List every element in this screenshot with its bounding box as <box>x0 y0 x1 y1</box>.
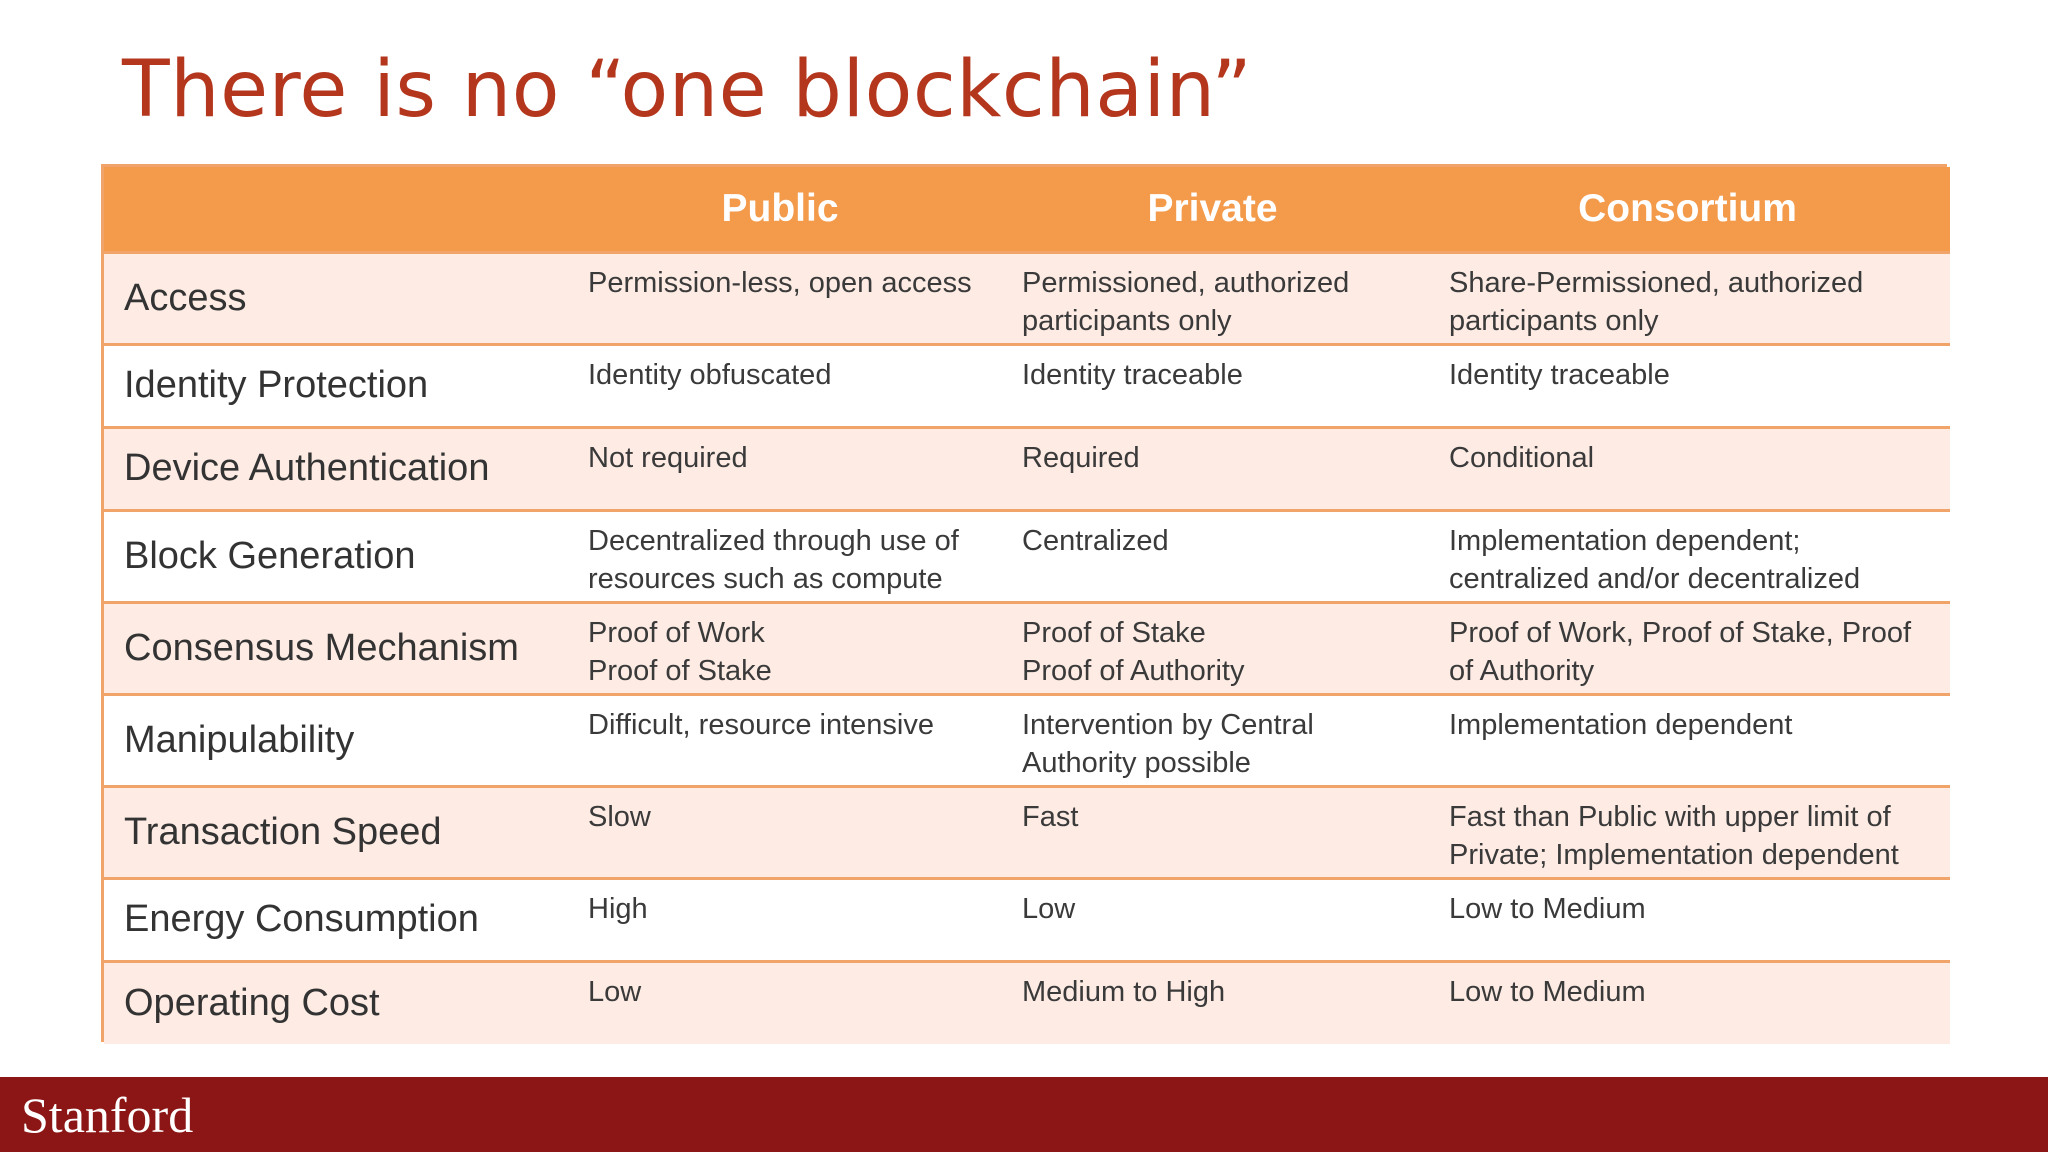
stanford-logo: Stanford <box>21 1087 194 1143</box>
table-row: Device Authentication Not required Requi… <box>104 427 1950 510</box>
header-consortium: Consortium <box>1425 167 1950 252</box>
cell-consortium: Proof of Work, Proof of Stake, Proof of … <box>1425 602 1950 694</box>
row-label: Block Generation <box>104 510 560 602</box>
row-label: Manipulability <box>104 694 560 786</box>
table-row: Manipulability Difficult, resource inten… <box>104 694 1950 786</box>
row-label: Access <box>104 252 560 344</box>
table-row: Transaction Speed Slow Fast Fast than Pu… <box>104 786 1950 878</box>
cell-consortium: Identity traceable <box>1425 344 1950 427</box>
table-row: Identity Protection Identity obfuscated … <box>104 344 1950 427</box>
row-label: Consensus Mechanism <box>104 602 560 694</box>
cell-consortium: Conditional <box>1425 427 1950 510</box>
cell-consortium: Implementation dependent <box>1425 694 1950 786</box>
header-empty <box>104 167 560 252</box>
cell-consortium: Implementation dependent; centralized an… <box>1425 510 1950 602</box>
slide-title: There is no “one blockchain” <box>122 45 1253 135</box>
cell-private: Proof of Stake Proof of Authority <box>1000 602 1425 694</box>
cell-public: Not required <box>560 427 1000 510</box>
cell-private: Low <box>1000 878 1425 961</box>
cell-public: Slow <box>560 786 1000 878</box>
cell-public: Proof of Work Proof of Stake <box>560 602 1000 694</box>
table-header-row: Public Private Consortium <box>104 167 1950 252</box>
cell-consortium: Low to Medium <box>1425 961 1950 1044</box>
cell-private: Permissioned, authorized participants on… <box>1000 252 1425 344</box>
cell-public: Low <box>560 961 1000 1044</box>
row-label: Transaction Speed <box>104 786 560 878</box>
cell-private: Intervention by Central Authority possib… <box>1000 694 1425 786</box>
table-row: Block Generation Decentralized through u… <box>104 510 1950 602</box>
row-label: Device Authentication <box>104 427 560 510</box>
row-label: Energy Consumption <box>104 878 560 961</box>
header-public: Public <box>560 167 1000 252</box>
table-row: Access Permission-less, open access Perm… <box>104 252 1950 344</box>
header-private: Private <box>1000 167 1425 252</box>
cell-private: Fast <box>1000 786 1425 878</box>
cell-public: Decentralized through use of resources s… <box>560 510 1000 602</box>
comparison-table: Public Private Consortium Access Permiss… <box>101 164 1950 1044</box>
cell-consortium: Low to Medium <box>1425 878 1950 961</box>
table-row: Consensus Mechanism Proof of Work Proof … <box>104 602 1950 694</box>
table-row: Energy Consumption High Low Low to Mediu… <box>104 878 1950 961</box>
cell-public: Permission-less, open access <box>560 252 1000 344</box>
cell-private: Centralized <box>1000 510 1425 602</box>
row-label: Operating Cost <box>104 961 560 1044</box>
footer-bar: Stanford <box>0 1077 2048 1152</box>
row-label: Identity Protection <box>104 344 560 427</box>
cell-consortium: Share-Permissioned, authorized participa… <box>1425 252 1950 344</box>
cell-private: Required <box>1000 427 1425 510</box>
cell-private: Identity traceable <box>1000 344 1425 427</box>
cell-public: High <box>560 878 1000 961</box>
cell-private: Medium to High <box>1000 961 1425 1044</box>
table-row: Operating Cost Low Medium to High Low to… <box>104 961 1950 1044</box>
cell-public: Difficult, resource intensive <box>560 694 1000 786</box>
cell-public: Identity obfuscated <box>560 344 1000 427</box>
cell-consortium: Fast than Public with upper limit of Pri… <box>1425 786 1950 878</box>
